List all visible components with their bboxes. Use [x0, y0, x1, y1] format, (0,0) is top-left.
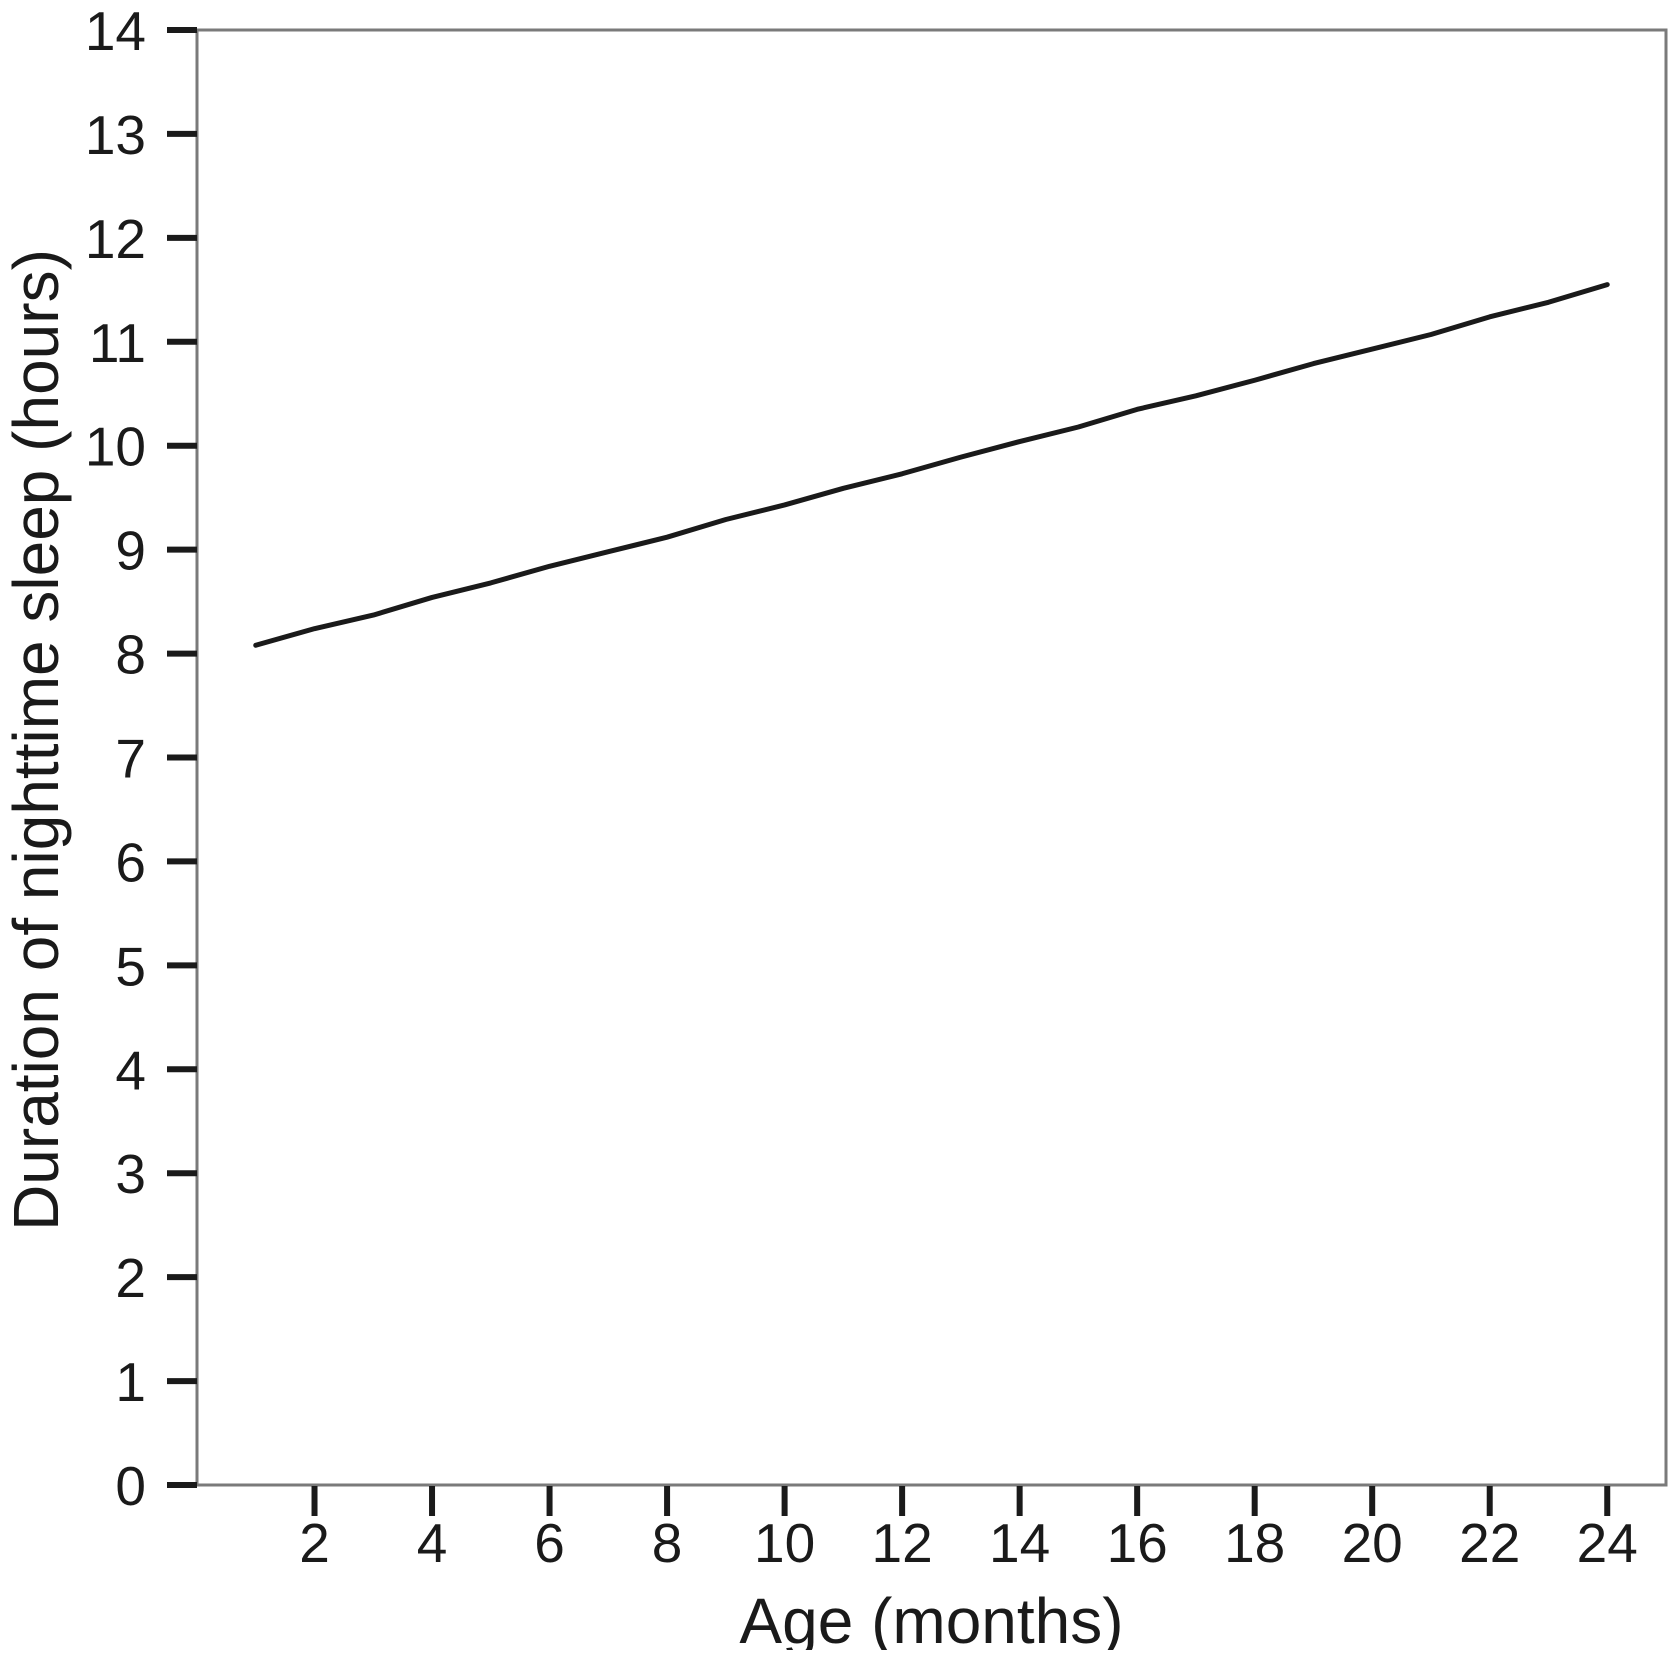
y-axis-tick-label: 3: [115, 1143, 146, 1205]
y-axis-tick-label: 8: [115, 624, 146, 686]
y-axis-tick-label: 9: [115, 520, 146, 582]
y-axis-tick-label: 2: [115, 1247, 146, 1309]
axis-ticks-group: [167, 27, 1611, 1516]
y-axis-tick-label: 6: [115, 831, 146, 893]
y-axis-label: Duration of nighttime sleep (hours): [0, 249, 72, 1231]
y-axis-tick-label: 14: [85, 0, 146, 62]
y-axis-tick-label: 11: [89, 312, 146, 374]
y-axis-tick-label: 12: [85, 208, 146, 270]
x-axis-tick-label: 20: [1342, 1512, 1403, 1574]
x-axis-tick-label: 2: [299, 1512, 330, 1574]
y-axis-tick-label: 1: [115, 1351, 146, 1413]
plot-frame-group: [195, 28, 1668, 1487]
x-axis-tick-label: 22: [1459, 1512, 1520, 1574]
x-axis-tick-label: 10: [754, 1512, 815, 1574]
x-axis-tick-label: 6: [534, 1512, 565, 1574]
x-axis-tick-label: 12: [872, 1512, 933, 1574]
y-axis-tick-label: 5: [115, 935, 146, 997]
y-axis-tick-label: 7: [115, 728, 146, 790]
x-axis-tick-label: 24: [1577, 1512, 1638, 1574]
x-axis-tick-label: 4: [417, 1512, 448, 1574]
x-axis-tick-label: 8: [652, 1512, 683, 1574]
y-axis-tick-label: 4: [115, 1039, 146, 1101]
x-axis-tick-label: 16: [1107, 1512, 1168, 1574]
y-axis-tick-label: 10: [85, 416, 146, 478]
plot-frame: [195, 28, 1668, 1487]
y-axis-tick-label: 0: [115, 1455, 146, 1517]
x-axis-tick-label: 18: [1224, 1512, 1285, 1574]
x-axis-tick-label: 14: [989, 1512, 1050, 1574]
y-axis-tick-label: 13: [85, 104, 146, 166]
sleep-duration-line: [253, 282, 1610, 648]
x-axis-label: Age (months): [739, 1585, 1123, 1650]
